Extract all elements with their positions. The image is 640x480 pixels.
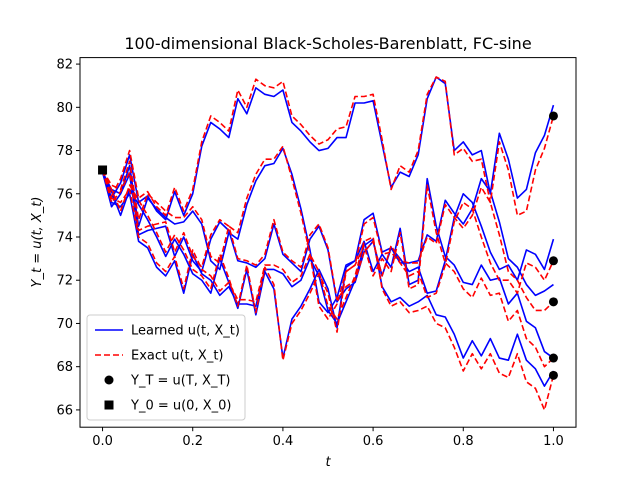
legend-label: Exact u(t, X_t) — [131, 349, 224, 364]
exact-line-2 — [101, 145, 555, 320]
exact-line-1 — [101, 76, 555, 217]
initial-point — [98, 165, 108, 175]
terminal-point-1 — [548, 111, 558, 121]
x-tick-label: 1.0 — [543, 434, 564, 449]
y-tick-label: 74 — [56, 230, 73, 245]
exact-line-3 — [101, 169, 555, 312]
legend-label: Learned u(t, X_t) — [131, 324, 240, 339]
y-tick-label: 76 — [56, 187, 73, 202]
exact-line-4 — [101, 169, 555, 368]
legend-item-4: Y_0 = u(0, X_0) — [104, 399, 231, 414]
legend-label: Y_0 = u(0, X_0) — [130, 399, 231, 414]
legend-item-3: Y_T = u(T, X_T) — [104, 374, 230, 389]
learned-line-3 — [101, 171, 554, 303]
x-tick-label: 0.6 — [363, 434, 384, 449]
data-layer — [98, 76, 558, 411]
terminal-point-4 — [548, 353, 558, 363]
legend-swatch — [104, 400, 114, 410]
terminal-point-5 — [548, 370, 558, 380]
y-axis-label: Y_t = u(t, X_t) — [30, 197, 45, 288]
y-tick-label: 66 — [56, 403, 73, 418]
y-tick-label: 80 — [56, 101, 73, 116]
plot-frame — [79, 57, 577, 428]
x-axis-label: t — [325, 455, 331, 470]
x-axis: 0.0 0.2 0.4 0.6 0.8 1.0 — [92, 427, 564, 449]
legend-swatch — [104, 375, 114, 385]
y-tick-label: 82 — [56, 58, 73, 73]
legend: Learned u(t, X_t) Exact u(t, X_t) Y_T = u(… — [86, 314, 246, 421]
learned-line-4 — [101, 171, 554, 359]
y-tick-label: 68 — [56, 360, 73, 375]
chart-title: 100-dimensional Black-Scholes-Barenblatt… — [124, 34, 531, 53]
legend-item-2: Exact u(t, X_t) — [95, 349, 224, 364]
learned-line-1 — [101, 76, 555, 221]
y-tick-label: 72 — [56, 274, 73, 289]
learned-line-2 — [101, 147, 555, 314]
legend-item-1: Learned u(t, X_t) — [95, 324, 240, 339]
x-tick-label: 0.4 — [273, 434, 294, 449]
x-tick-label: 0.2 — [182, 434, 203, 449]
terminal-point-2 — [548, 256, 558, 266]
y-tick-label: 78 — [56, 144, 73, 159]
legend-box — [86, 314, 246, 421]
y-axis: 66 68 70 72 74 76 78 80 82 — [56, 58, 80, 418]
terminal-point-3 — [548, 297, 558, 307]
y-tick-label: 70 — [56, 317, 73, 332]
x-tick-label: 0.8 — [453, 434, 474, 449]
x-tick-label: 0.0 — [92, 434, 113, 449]
plot-title-group: 100-dimensional Black-Scholes-Barenblatt… — [124, 34, 531, 53]
legend-label: Y_T = u(T, X_T) — [130, 374, 230, 389]
learned-line-5 — [101, 171, 555, 387]
